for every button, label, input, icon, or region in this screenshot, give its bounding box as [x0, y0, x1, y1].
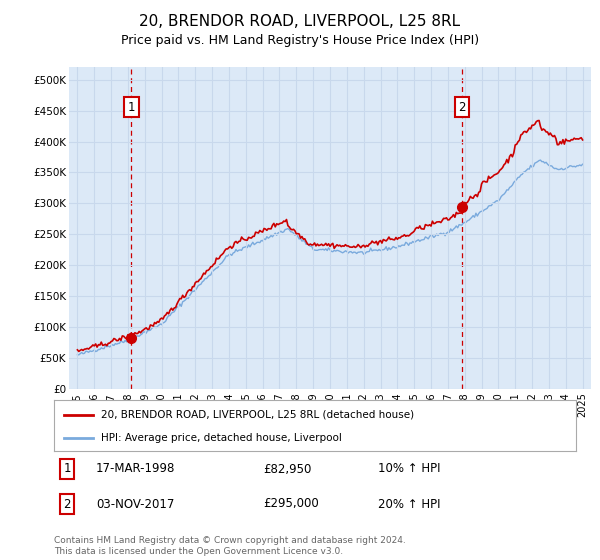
Text: 20% ↑ HPI: 20% ↑ HPI	[377, 497, 440, 511]
Text: £82,950: £82,950	[263, 463, 311, 475]
Text: Price paid vs. HM Land Registry's House Price Index (HPI): Price paid vs. HM Land Registry's House …	[121, 34, 479, 46]
Text: 2: 2	[64, 497, 71, 511]
Text: 03-NOV-2017: 03-NOV-2017	[96, 497, 174, 511]
Text: 20, BRENDOR ROAD, LIVERPOOL, L25 8RL (detached house): 20, BRENDOR ROAD, LIVERPOOL, L25 8RL (de…	[101, 409, 414, 419]
Text: 1: 1	[128, 101, 135, 114]
Text: 17-MAR-1998: 17-MAR-1998	[96, 463, 175, 475]
Text: 1: 1	[64, 463, 71, 475]
Text: £295,000: £295,000	[263, 497, 319, 511]
Text: Contains HM Land Registry data © Crown copyright and database right 2024.
This d: Contains HM Land Registry data © Crown c…	[54, 536, 406, 556]
Text: HPI: Average price, detached house, Liverpool: HPI: Average price, detached house, Live…	[101, 433, 342, 443]
Text: 20, BRENDOR ROAD, LIVERPOOL, L25 8RL: 20, BRENDOR ROAD, LIVERPOOL, L25 8RL	[139, 14, 461, 29]
Text: 2: 2	[458, 101, 466, 114]
Text: 10% ↑ HPI: 10% ↑ HPI	[377, 463, 440, 475]
